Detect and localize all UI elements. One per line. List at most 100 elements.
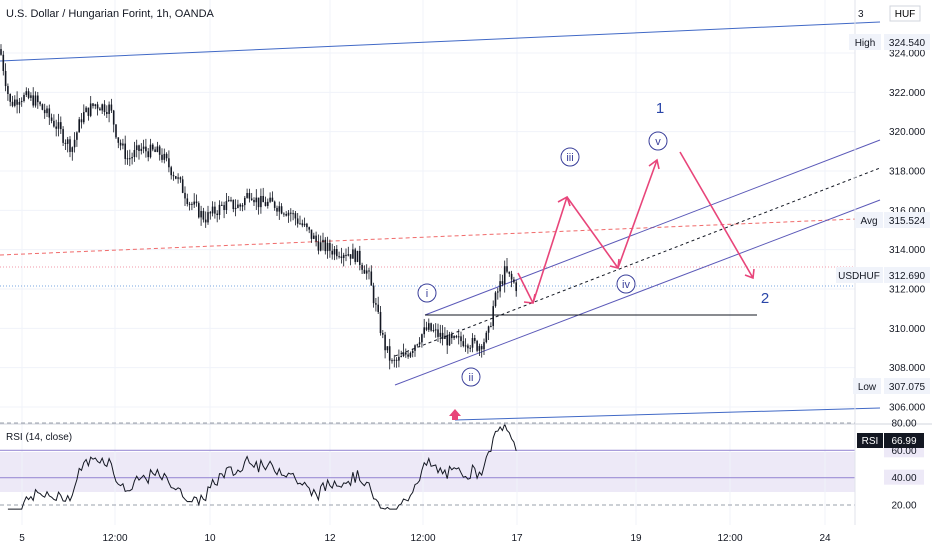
- price-tick-label: 320.000: [889, 127, 926, 138]
- candle-body: [260, 195, 262, 208]
- price-tick-label: 322.000: [889, 88, 926, 99]
- candle-body: [471, 338, 474, 348]
- price-tick-label: 312.000: [889, 285, 926, 296]
- candle-body: [87, 107, 90, 116]
- candle-body: [234, 207, 237, 210]
- candle-body: [494, 292, 497, 307]
- rsi-level-label: 60.00: [891, 446, 916, 457]
- wave-label-v: v: [648, 131, 668, 151]
- candle-body: [455, 336, 458, 338]
- rsi-axis[interactable]: 80.00 60.00 40.00 20.00: [884, 419, 924, 512]
- candle-body: [221, 204, 223, 206]
- rsi-title: RSI (14, close): [6, 432, 72, 443]
- candle-body: [135, 145, 138, 151]
- candle-body: [101, 104, 103, 111]
- degree-label-1: 1: [656, 100, 664, 117]
- candle-body: [492, 306, 494, 326]
- candle-body: [94, 104, 97, 107]
- candle-body: [156, 146, 159, 152]
- arrow-head-1: [523, 293, 536, 304]
- candle-body: [354, 249, 356, 262]
- candle-body: [365, 270, 368, 274]
- candle-body: [283, 213, 285, 215]
- channel-lower-line[interactable]: [394, 199, 881, 386]
- currency-box[interactable]: [889, 5, 921, 22]
- candle-body: [50, 117, 53, 121]
- candle-body: [342, 254, 345, 258]
- candle-body: [0, 49, 2, 55]
- candle-body: [16, 99, 18, 105]
- high-value: 324.540: [889, 38, 926, 49]
- candle-body: [138, 145, 140, 152]
- candle-body: [503, 266, 506, 284]
- candle-body: [211, 206, 214, 214]
- candle-body: [349, 254, 352, 259]
- candle-body: [170, 167, 172, 176]
- candle-body: [411, 350, 414, 353]
- candle-body: [48, 108, 51, 118]
- candle-body: [53, 120, 55, 127]
- candle-body: [497, 291, 499, 293]
- time-tick-label: 5: [19, 533, 25, 544]
- symbol-value: 312.690: [889, 271, 926, 282]
- candle-body: [393, 359, 396, 361]
- price-axis[interactable]: 324.000 322.000 320.000 318.000 316.000 314.0…: [889, 49, 926, 414]
- upper-trendline[interactable]: [0, 21, 881, 62]
- candle-body: [285, 214, 287, 216]
- candle-body: [232, 199, 235, 210]
- price-tick-label: 314.000: [889, 245, 926, 256]
- price-tick-label: 306.000: [889, 403, 926, 414]
- candle-body: [280, 206, 283, 214]
- candle-body: [117, 137, 120, 143]
- candle-body: [476, 340, 478, 351]
- candle-body: [14, 99, 16, 106]
- candle-body: [244, 197, 246, 206]
- candle-body: [414, 345, 416, 351]
- candle-body: [490, 325, 492, 327]
- candle-body: [76, 132, 78, 140]
- candle-body: [510, 273, 513, 280]
- candle-body: [140, 148, 143, 152]
- lower-trendline[interactable]: [454, 407, 881, 421]
- wave-label-ii-text: ii: [469, 372, 474, 384]
- candle-body: [57, 122, 60, 129]
- candle-body: [375, 303, 377, 305]
- candle-body: [110, 104, 113, 111]
- channel-middle-line[interactable]: [394, 167, 881, 357]
- candle-body: [276, 207, 278, 212]
- candle-body: [308, 227, 310, 230]
- candle-body: [177, 177, 179, 179]
- candle-body: [384, 334, 386, 351]
- candles: [0, 44, 517, 370]
- time-tick-label: 12: [324, 533, 336, 544]
- candle-body: [398, 356, 400, 361]
- high-value-box: [884, 34, 930, 50]
- candle-body: [287, 212, 290, 216]
- avg-value: 315.524: [889, 216, 926, 227]
- avg-label-box: [855, 212, 883, 228]
- candle-body: [214, 206, 216, 214]
- candle-body: [172, 175, 175, 177]
- candle-body: [446, 335, 448, 346]
- low-value: 307.075: [889, 382, 926, 393]
- candle-body: [184, 192, 186, 199]
- candle-body: [469, 347, 471, 349]
- candle-body: [253, 200, 255, 203]
- candle-body: [273, 201, 276, 208]
- candle-body: [329, 242, 331, 251]
- candle-body: [508, 271, 511, 274]
- candle-body: [154, 149, 156, 152]
- signal-up-arrow: [449, 409, 461, 420]
- candle-body: [480, 346, 483, 350]
- candle-body: [485, 332, 488, 343]
- candle-body: [147, 151, 149, 158]
- candle-body: [425, 327, 428, 330]
- candle-body: [158, 146, 161, 155]
- candle-body: [310, 229, 313, 239]
- time-tick-label: 24: [819, 533, 831, 544]
- candle-body: [9, 94, 11, 102]
- candle-body: [317, 241, 320, 251]
- candle-body: [83, 112, 85, 123]
- time-axis[interactable]: 5 12:00 10 12 12:00 17 19 12:00 24: [19, 533, 831, 544]
